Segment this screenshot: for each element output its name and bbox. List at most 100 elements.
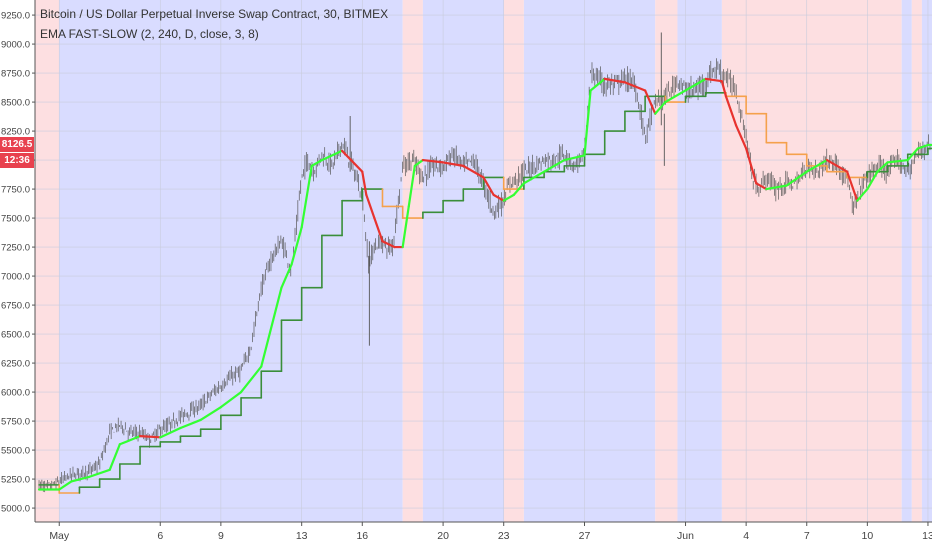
x-axis-panel <box>0 522 932 550</box>
regime-band-bull <box>59 0 403 522</box>
fast-ema-line <box>37 77 932 491</box>
fast-ema-segment <box>290 226 303 266</box>
y-tick-label: 7250.0 <box>1 243 30 254</box>
regime-band-bull <box>523 0 656 522</box>
fast-ema-segment <box>589 77 606 92</box>
fast-ema-segment <box>441 161 465 167</box>
fast-ema-segment <box>765 184 788 191</box>
fast-ema-segment <box>381 240 396 249</box>
chart-title: Bitcoin / US Dollar Perpetual Inverse Sw… <box>40 7 389 21</box>
fast-ema-segment <box>239 365 263 394</box>
fast-ema-segment <box>583 89 592 157</box>
fast-ema-segment <box>805 158 829 173</box>
x-tick-label: May <box>49 530 70 542</box>
x-tick-label: 6 <box>157 530 163 542</box>
fast-ema-segment <box>118 435 142 446</box>
y-tick-label: 7750.0 <box>1 185 30 196</box>
last-price-badge: 8126.5 <box>0 137 34 153</box>
fast-ema-segment <box>407 164 416 208</box>
fast-ema-segment <box>159 426 182 439</box>
y-tick-label: 7000.0 <box>1 272 30 283</box>
fast-ema-segment <box>856 187 869 202</box>
y-tick-label: 9250.0 <box>1 11 30 22</box>
fast-ema-segment <box>373 216 384 243</box>
fast-ema-segment <box>522 170 546 185</box>
x-tick-label: 4 <box>743 530 749 542</box>
fast-ema-segment <box>138 435 162 439</box>
fast-ema-segment <box>684 77 707 92</box>
fast-ema-segment <box>310 158 323 167</box>
fast-ema-segment <box>492 193 505 202</box>
x-tick-label: 16 <box>356 530 368 542</box>
y-tick-label: 8250.0 <box>1 127 30 138</box>
fast-ema-segment <box>755 182 768 191</box>
x-tick-label: 7 <box>804 530 810 542</box>
regime-background <box>35 0 932 522</box>
fast-ema-segment <box>866 170 879 191</box>
fast-ema-segment <box>543 158 566 173</box>
fast-ema-segment <box>401 205 410 249</box>
regime-band-bear <box>655 0 678 522</box>
x-tick-label: 13 <box>922 530 932 542</box>
y-tick-label: 8500.0 <box>1 98 30 109</box>
fast-ema-segment <box>361 170 368 196</box>
y-tick-label: 5250.0 <box>1 475 30 486</box>
y-tick-label: 9000.0 <box>1 40 30 51</box>
indicator-label: EMA FAST-SLOW (2, 240, D, close, 3, 8) <box>40 27 259 41</box>
fast-ema-segment <box>734 124 748 150</box>
x-tick-label: 23 <box>498 530 510 542</box>
y-axis-panel <box>0 0 35 550</box>
fast-ema-segment <box>825 158 849 173</box>
fast-ema-segment <box>664 89 687 104</box>
y-axis-ticks: 5000.0 5250.0 5500.0 5750.0 6000.0 6250.0 6500… <box>1 11 35 515</box>
fast-ema-segment <box>179 418 202 430</box>
fast-ema-segment <box>704 77 723 83</box>
fast-ema-segment <box>199 406 222 422</box>
y-tick-label: 5000.0 <box>1 504 30 515</box>
fast-ema-segment <box>745 147 758 185</box>
fast-ema-segment <box>916 143 930 150</box>
x-tick-label: 9 <box>218 530 224 542</box>
x-axis-ticks: May 6 9 13 16 20 23 27 Jun 4 7 10 13 <box>49 522 932 542</box>
fast-ema-segment <box>886 158 909 164</box>
fast-ema-segment <box>623 81 647 92</box>
fast-ema-segment <box>88 468 111 478</box>
regime-band-bull <box>422 0 504 522</box>
fast-ema-segment <box>654 100 667 115</box>
y-tick-label: 5500.0 <box>1 446 30 457</box>
fast-ema-segment <box>70 475 91 483</box>
x-tick-label: Jun <box>677 530 694 542</box>
fast-ema-segment <box>724 95 738 127</box>
fast-ema-segment <box>846 170 859 202</box>
bar-countdown-badge: 12:36 <box>0 153 34 169</box>
fast-ema-segment <box>462 164 485 179</box>
x-tick-label: 13 <box>296 530 308 542</box>
fast-ema-segment <box>906 147 919 162</box>
regime-band-bear <box>402 0 423 522</box>
fast-ema-segment <box>785 170 808 187</box>
y-tick-label: 6750.0 <box>1 301 30 312</box>
regime-band-bear <box>911 0 922 522</box>
fast-ema-segment <box>482 176 495 196</box>
y-tick-label: 7500.0 <box>1 214 30 225</box>
fast-ema-segment <box>413 158 424 167</box>
fast-ema-segment <box>320 149 344 162</box>
regime-band-bull <box>921 0 932 522</box>
fast-ema-segment <box>340 149 364 173</box>
y-tick-label: 6250.0 <box>1 359 30 370</box>
x-tick-label: 27 <box>579 530 591 542</box>
regime-band-bear <box>721 0 902 522</box>
fast-ema-segment <box>421 158 445 164</box>
fast-ema-segment <box>720 80 728 98</box>
fast-ema-segment <box>260 286 283 368</box>
fast-ema-segment <box>58 480 73 491</box>
fast-ema-segment <box>219 390 243 409</box>
regime-band-bear <box>503 0 524 522</box>
regime-band-bull <box>901 0 912 522</box>
y-tick-label: 5750.0 <box>1 417 30 428</box>
fast-ema-segment <box>644 89 657 115</box>
fast-ema-segment <box>876 161 889 173</box>
y-tick-label: 6500.0 <box>1 330 30 341</box>
